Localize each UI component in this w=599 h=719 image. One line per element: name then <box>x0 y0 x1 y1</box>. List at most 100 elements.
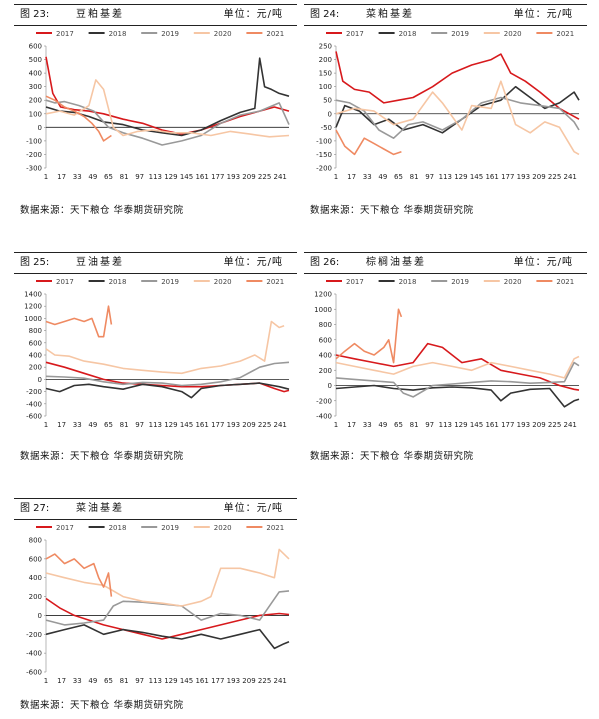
unit-label: 单位：元/吨 <box>223 257 283 268</box>
x-tick-label: 97 <box>135 421 144 429</box>
y-tick-label: 150 <box>319 70 332 78</box>
line-chart: 2017 2018 2019 2020 2021 800 600 400 200 0 -200 -40… <box>26 524 290 685</box>
y-tick-label: 0 <box>328 110 332 118</box>
series-line-2019 <box>45 361 290 387</box>
figure-number: 图 26: <box>310 257 340 268</box>
x-tick-label: 241 <box>564 421 577 429</box>
line-chart: 2017 2018 2019 2020 2021 1200 1000 800 600 400 200… <box>314 278 580 429</box>
x-tick-label: 161 <box>195 677 208 685</box>
x-tick-label: 97 <box>135 677 144 685</box>
x-tick-label: 1 <box>44 677 48 685</box>
legend-label: 2019 <box>161 30 179 38</box>
x-tick-label: 193 <box>227 421 240 429</box>
x-tick-label: 225 <box>548 173 561 181</box>
x-tick-label: 65 <box>104 421 113 429</box>
y-tick-label: 1200 <box>24 303 42 311</box>
x-tick-label: 177 <box>501 421 514 429</box>
legend-label: 2020 <box>504 278 522 286</box>
y-tick-label: -200 <box>26 388 42 396</box>
chart-title: 豆油基差 <box>76 257 124 268</box>
series-line-2020 <box>335 355 580 379</box>
y-tick-label: -50 <box>321 124 332 132</box>
chart-header: 图 26: 棕榈油基差 单位：元/吨 <box>304 252 587 274</box>
y-tick-label: -400 <box>316 413 332 421</box>
x-tick-label: 129 <box>164 173 177 181</box>
x-tick-label: 161 <box>485 173 498 181</box>
x-tick-label: 209 <box>242 421 255 429</box>
x-tick-label: 129 <box>454 173 467 181</box>
chart-header: 图 25: 豆油基差 单位：元/吨 <box>14 252 297 274</box>
x-tick-label: 209 <box>242 677 255 685</box>
y-tick-label: 1000 <box>314 306 332 314</box>
chart-title: 菜粕基差 <box>366 9 414 20</box>
x-tick-label: 193 <box>227 677 240 685</box>
x-tick-label: 65 <box>104 173 113 181</box>
y-tick-label: 400 <box>319 352 332 360</box>
x-tick-label: 177 <box>211 421 224 429</box>
legend-label: 2017 <box>56 30 74 38</box>
x-tick-label: 17 <box>57 173 66 181</box>
y-tick-label: 600 <box>319 336 332 344</box>
x-tick-label: 241 <box>274 421 287 429</box>
series-line-2017 <box>45 361 290 393</box>
series-line-2021 <box>335 308 403 364</box>
series-line-2017 <box>335 51 580 120</box>
x-tick-label: 49 <box>378 421 387 429</box>
x-tick-label: 129 <box>454 421 467 429</box>
x-tick-label: 33 <box>73 421 82 429</box>
y-tick-label: 1000 <box>24 315 42 323</box>
x-tick-label: 97 <box>425 421 434 429</box>
x-tick-label: 33 <box>73 173 82 181</box>
series-line-2021 <box>45 553 113 597</box>
source-note: 数据来源：天下粮仓 华泰期货研究院 <box>310 451 474 462</box>
legend-label: 2019 <box>161 278 179 286</box>
x-tick-label: 129 <box>164 421 177 429</box>
legend-label: 2019 <box>451 278 469 286</box>
x-tick-label: 81 <box>120 677 129 685</box>
y-tick-label: 800 <box>29 537 42 545</box>
line-chart: 2017 2018 2019 2020 202114001200100080060040… <box>24 278 290 429</box>
series-line-2020 <box>45 320 285 375</box>
y-tick-label: 400 <box>29 352 42 360</box>
series-line-2019 <box>45 99 290 146</box>
legend-label: 2018 <box>399 278 417 286</box>
x-tick-label: 17 <box>57 421 66 429</box>
series-line-2021 <box>45 305 113 338</box>
x-tick-label: 81 <box>410 173 419 181</box>
y-tick-label: 0 <box>38 376 42 384</box>
legend-label: 2019 <box>161 524 179 532</box>
line-chart: 2017 2018 2019 2020 2021 600 500 400 300 200 100 0 -… <box>26 30 290 181</box>
y-tick-label: -100 <box>316 137 332 145</box>
x-tick-label: 145 <box>180 173 193 181</box>
x-tick-label: 33 <box>73 677 82 685</box>
series-line-2021 <box>335 129 402 156</box>
x-tick-label: 113 <box>439 421 452 429</box>
figure-number: 图 24: <box>310 9 340 20</box>
y-tick-label: 50 <box>323 97 332 105</box>
series-line-2017 <box>45 597 290 640</box>
legend-label: 2021 <box>266 524 284 532</box>
legend-label: 2020 <box>504 30 522 38</box>
y-tick-label: -400 <box>26 650 42 658</box>
x-tick-label: 209 <box>532 421 545 429</box>
series-line-2020 <box>45 79 290 138</box>
x-tick-label: 97 <box>425 173 434 181</box>
chart-header: 图 24: 菜粕基差 单位：元/吨 <box>304 4 587 26</box>
x-tick-label: 33 <box>363 173 372 181</box>
y-tick-label: -600 <box>26 669 42 677</box>
y-tick-label: -400 <box>26 400 42 408</box>
series-line-2018 <box>45 382 290 399</box>
y-tick-label: -200 <box>26 151 42 159</box>
x-tick-label: 113 <box>149 173 162 181</box>
y-tick-label: 100 <box>319 83 332 91</box>
y-tick-label: 250 <box>319 43 332 51</box>
y-tick-label: -100 <box>26 137 42 145</box>
x-tick-label: 113 <box>149 677 162 685</box>
x-tick-label: 241 <box>564 173 577 181</box>
y-tick-label: 500 <box>29 56 42 64</box>
y-tick-label: 200 <box>29 593 42 601</box>
x-tick-label: 209 <box>242 173 255 181</box>
chart-header: 图 23: 豆粕基差 单位：元/吨 <box>14 4 297 26</box>
x-tick-label: 81 <box>120 421 129 429</box>
y-tick-label: 0 <box>38 124 42 132</box>
